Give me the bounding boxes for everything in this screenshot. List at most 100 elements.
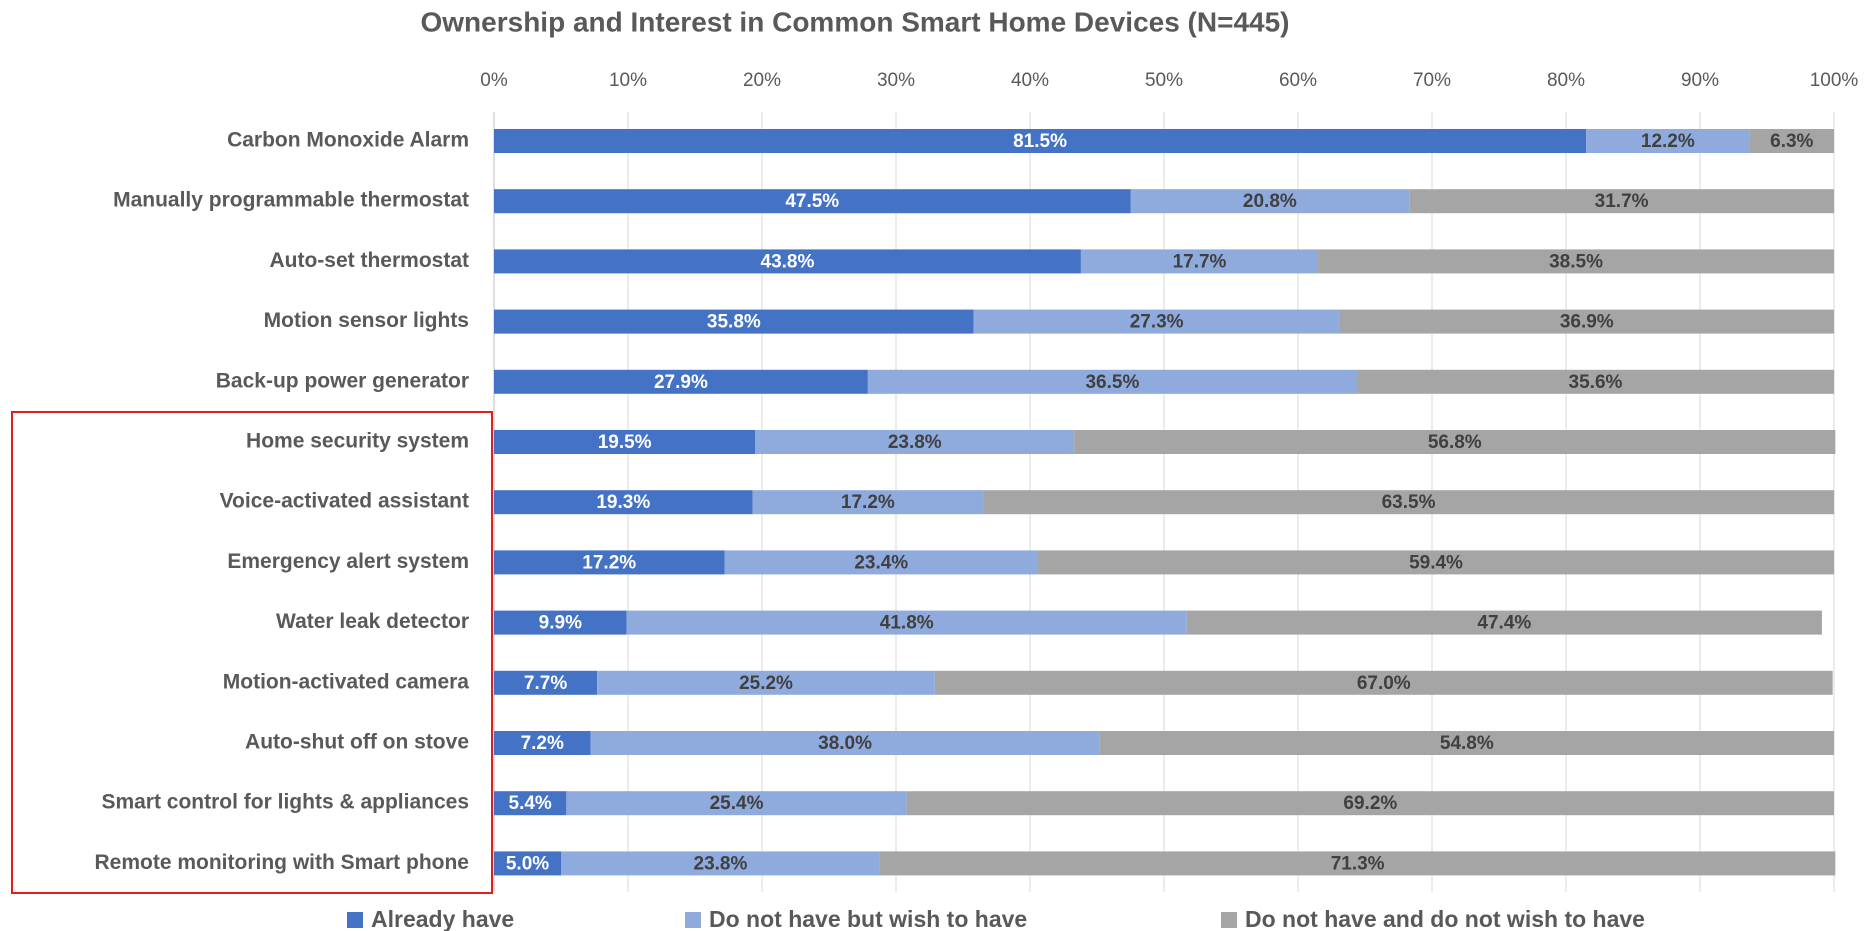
value-label: 7.2% (521, 733, 564, 754)
y-tick-label: Emergency alert system (227, 550, 469, 573)
value-label: 20.8% (1243, 191, 1297, 212)
value-label: 81.5% (1013, 131, 1067, 152)
value-label: 56.8% (1428, 432, 1482, 453)
bar-segment (494, 309, 974, 334)
value-label: 35.6% (1569, 372, 1623, 393)
bar-segment (494, 129, 1587, 153)
value-label: 5.0% (506, 853, 549, 874)
value-label: 27.3% (1130, 312, 1184, 333)
value-label: 5.4% (509, 793, 552, 814)
bar-segment (983, 490, 1834, 515)
x-tick-label: 100% (1810, 70, 1859, 91)
value-label: 17.7% (1173, 251, 1227, 272)
y-tick-label: Auto-shut off on stove (245, 731, 469, 754)
value-label: 35.8% (707, 312, 761, 333)
value-label: 23.8% (694, 853, 748, 874)
x-tick-label: 20% (743, 70, 781, 91)
x-tick-label: 30% (877, 70, 915, 91)
value-label: 38.5% (1549, 251, 1603, 272)
value-label: 67.0% (1357, 673, 1411, 694)
x-tick-label: 40% (1011, 70, 1049, 91)
value-label: 43.8% (761, 251, 815, 272)
legend-label: Do not have but wish to have (709, 906, 1027, 931)
bar-segment (626, 610, 1187, 635)
legend-label: Do not have and do not wish to have (1245, 906, 1645, 931)
bar-segment (1080, 249, 1319, 274)
value-label: 12.2% (1641, 131, 1695, 152)
value-label: 38.0% (818, 733, 872, 754)
value-label: 27.9% (654, 372, 708, 393)
value-label: 59.4% (1409, 552, 1463, 573)
bar-segment (1038, 550, 1834, 575)
value-label: 36.9% (1560, 312, 1614, 333)
value-label: 47.5% (785, 191, 839, 212)
y-tick-label: Remote monitoring with Smart phone (94, 851, 469, 874)
bar-segment (494, 430, 756, 454)
bar-segment (494, 670, 598, 695)
y-tick-label: Carbon Monoxide Alarm (227, 129, 469, 152)
bar-segment (494, 249, 1081, 274)
bar-segment (1749, 129, 1834, 153)
x-tick-label: 10% (609, 70, 647, 91)
x-tick-label: 90% (1681, 70, 1719, 91)
value-label: 54.8% (1440, 733, 1494, 754)
bar-segment (561, 851, 880, 876)
bar-segment (752, 490, 984, 515)
bar-segment (867, 369, 1357, 394)
y-tick-label: Back-up power generator (216, 369, 469, 392)
bar-segment (1409, 189, 1834, 214)
value-label: 25.4% (710, 793, 764, 814)
bar-segment (1586, 129, 1750, 153)
bar-segment (494, 610, 627, 635)
bar-segment (494, 490, 753, 515)
legend-swatch (347, 912, 363, 928)
y-tick-label: Home security system (246, 430, 469, 453)
value-label: 41.8% (880, 613, 934, 634)
bar-segment (906, 791, 1834, 816)
chart-title: Ownership and Interest in Common Smart H… (420, 6, 1289, 37)
bar-segment (494, 369, 868, 394)
value-label: 19.5% (598, 432, 652, 453)
y-tick-label: Water leak detector (276, 610, 469, 633)
y-tick-label: Auto-set thermostat (269, 249, 469, 272)
legend-swatch (1221, 912, 1237, 928)
y-tick-label: Smart control for lights & appliances (101, 791, 469, 814)
value-label: 63.5% (1382, 492, 1436, 513)
x-tick-label: 70% (1413, 70, 1451, 91)
y-tick-label: Motion sensor lights (264, 309, 469, 332)
x-tick-label: 60% (1279, 70, 1317, 91)
bar-segment (879, 851, 1836, 876)
value-label: 7.7% (524, 673, 567, 694)
bar-segment (1130, 189, 1410, 214)
bar-segment (494, 851, 561, 876)
value-label: 69.2% (1343, 793, 1397, 814)
bar-segment (494, 731, 591, 755)
bar-segment (724, 550, 1039, 575)
highlight-box (11, 411, 493, 894)
bar-segment (1339, 309, 1834, 334)
y-tick-label: Manually programmable thermostat (113, 189, 469, 212)
bar-segment (597, 670, 935, 695)
value-label: 9.9% (539, 613, 582, 634)
value-label: 36.5% (1085, 372, 1139, 393)
bar-segment (494, 189, 1131, 214)
value-label: 23.8% (888, 432, 942, 453)
value-label: 25.2% (739, 673, 793, 694)
value-label: 71.3% (1331, 853, 1385, 874)
value-label: 19.3% (596, 492, 650, 513)
bar-segment (1099, 731, 1834, 755)
bar-segment (973, 309, 1340, 334)
y-tick-label: Voice-activated assistant (220, 490, 469, 513)
x-tick-label: 0% (480, 70, 508, 91)
bar-segment (1074, 430, 1836, 454)
value-label: 6.3% (1770, 131, 1813, 152)
bar-segment (494, 791, 567, 816)
bar-segment (934, 670, 1833, 695)
bar-segment (590, 731, 1100, 755)
value-label: 23.4% (854, 552, 908, 573)
x-tick-label: 80% (1547, 70, 1585, 91)
bar-segment (755, 430, 1075, 454)
bar-segment (566, 791, 907, 816)
value-label: 17.2% (582, 552, 636, 573)
